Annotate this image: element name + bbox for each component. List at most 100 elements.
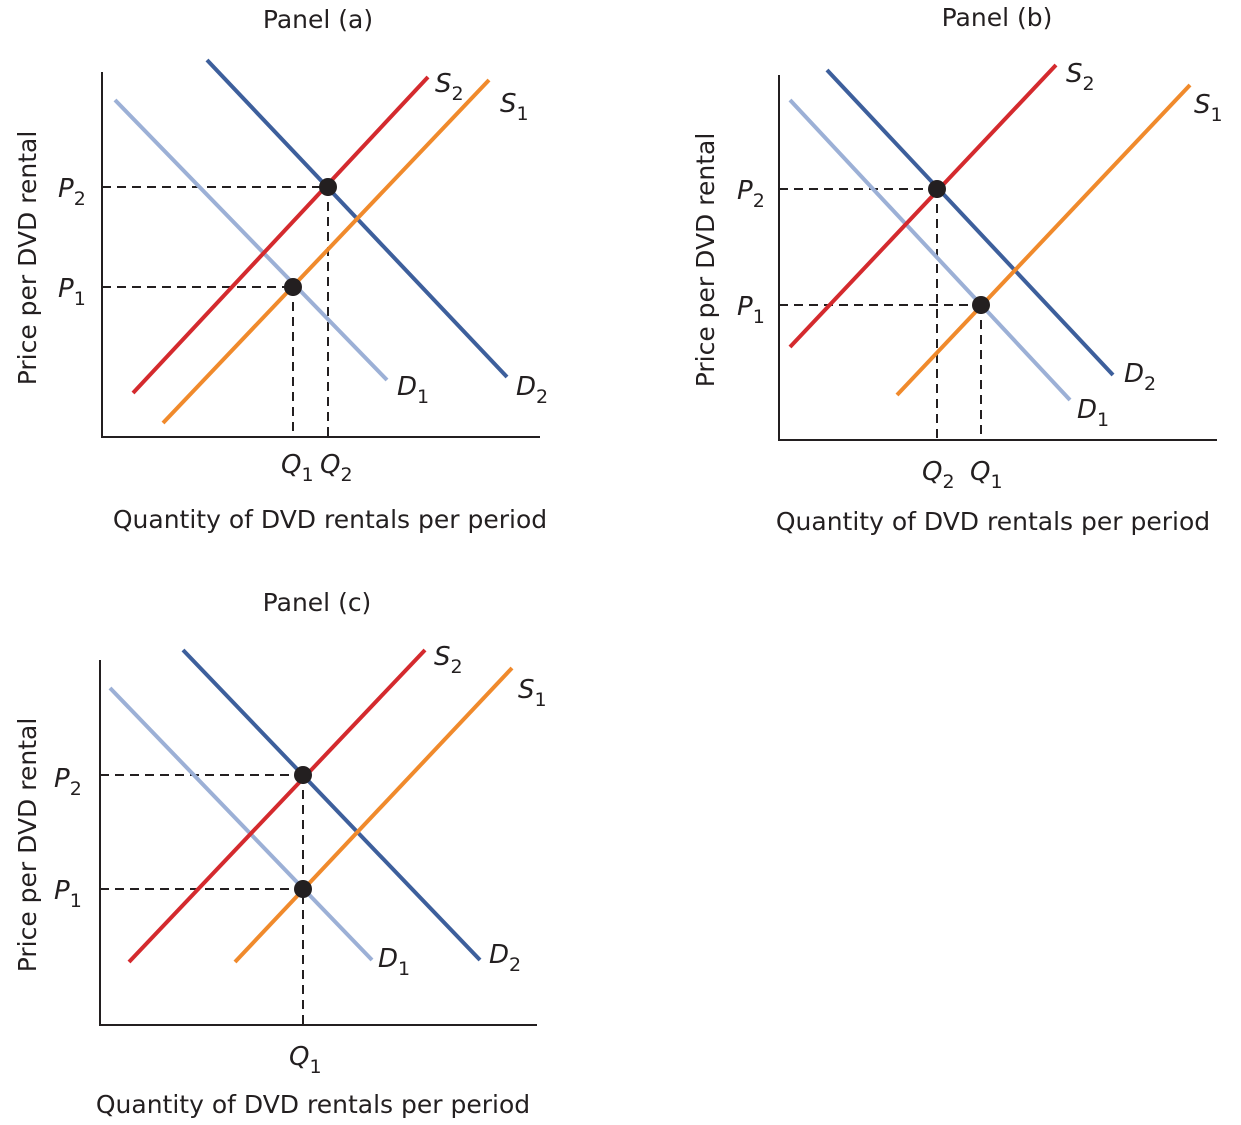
price-label-p1-letter: P [58,274,74,304]
y-axis-label: Price per DVD rental [13,718,42,973]
quantity-label-q2-subscript: 2 [340,464,352,486]
panel-title: Panel (c) [263,588,372,617]
curve-label-s2-letter: S [434,642,451,672]
panel-title: Panel (a) [263,5,373,34]
curve-label-d1: D1 [378,944,410,980]
curve-label-s2: S2 [1066,59,1095,95]
price-label-p1-letter: P [54,876,70,906]
y-axis-label: Price per DVD rental [691,133,720,388]
curve-label-d1-letter: D [378,944,398,974]
curve-d1 [113,98,389,382]
price-label-p1-subscript: 1 [753,306,765,328]
price-label-p2: P2 [737,176,765,212]
quantity-label-q1-letter: Q [970,457,990,487]
equilibrium-point [294,766,312,784]
quantity-label-q1-subscript: 1 [309,1056,321,1078]
curve-d1 [788,98,1072,402]
curve-d2 [825,68,1115,377]
curve-label-d1-subscript: 1 [1097,409,1109,431]
curve-label-s1-letter: S [518,675,535,705]
equilibrium-point [284,278,302,296]
curve-label-s2-letter: S [435,69,452,99]
quantity-label-q1: Q1 [289,1042,322,1078]
curve-label-s2: S2 [435,69,464,105]
y-axis-label: Price per DVD rental [13,131,42,386]
price-label-p1-subscript: 1 [70,890,82,912]
quantity-label-q2-letter: Q [922,457,942,487]
equilibrium-point [928,180,946,198]
curve-label-s2-letter: S [1066,59,1083,89]
curve-label-d1: D1 [1077,395,1109,431]
price-label-p2: P2 [54,764,82,800]
curve-label-d1-letter: D [1077,395,1097,425]
panel-b: Panel (b) Price per DVD rental Quantity of… [691,3,1223,536]
quantity-label-q1-letter: Q [289,1042,309,1072]
quantity-label-q1-letter: Q [281,450,301,480]
curve-label-s1-letter: S [500,89,517,119]
curve-label-d2-letter: D [516,372,536,402]
price-label-p1: P1 [54,876,82,912]
equilibrium-point [294,880,312,898]
quantity-label-q2: Q2 [922,457,955,493]
curve-label-d2-subscript: 2 [1144,373,1156,395]
curve-label-s2: S2 [434,642,463,678]
curve-label-s1: S1 [518,675,547,711]
price-label-p2: P2 [58,174,86,210]
curve-label-s1-subscript: 1 [517,103,529,125]
curve-label-d2-letter: D [1124,359,1144,389]
curve-label-d2-subscript: 2 [509,954,521,976]
equilibrium-point [319,178,337,196]
x-axis-label: Quantity of DVD rentals per period [113,505,547,534]
curve-label-s1: S1 [500,89,529,125]
curve-label-d2: D2 [516,372,548,408]
curve-label-s1-subscript: 1 [535,689,547,711]
curve-s1 [161,78,491,425]
curve-s1 [895,83,1192,397]
price-label-p2-letter: P [54,764,70,794]
curve-label-d2-letter: D [489,940,509,970]
price-label-p2-subscript: 2 [70,778,82,800]
curve-s2 [131,75,430,395]
quantity-label-q2-subscript: 2 [942,471,954,493]
equilibrium-point [972,296,990,314]
curve-label-s1-letter: S [1194,90,1211,120]
curve-label-s2-subscript: 2 [1083,73,1095,95]
curve-s2 [788,63,1058,349]
panel-a: Panel (a) Price per DVD rental Quantity of… [13,5,548,534]
quantity-label-q1-subscript: 1 [301,464,313,486]
price-label-p2-subscript: 2 [74,188,86,210]
quantity-label-q2-letter: Q [320,450,340,480]
curve-label-d1: D1 [397,372,429,408]
curve-d2 [181,648,482,962]
axes [99,660,537,1026]
quantity-label-q1: Q1 [970,457,1003,493]
curve-label-d2: D2 [1124,359,1156,395]
curve-label-d1-subscript: 1 [398,958,410,980]
curve-label-d2: D2 [489,940,521,976]
curve-label-d1-letter: D [397,372,417,402]
price-label-p2-letter: P [737,176,753,206]
x-axis-label: Quantity of DVD rentals per period [96,1090,530,1119]
price-label-p1-letter: P [737,292,753,322]
price-label-p1: P1 [58,274,86,310]
quantity-label-q2: Q2 [320,450,353,486]
curve-label-s2-subscript: 2 [451,656,463,678]
panel-title: Panel (b) [942,3,1053,32]
price-label-p1: P1 [737,292,765,328]
curve-s1 [233,666,514,964]
curve-d1 [108,686,374,962]
x-axis-label: Quantity of DVD rentals per period [776,507,1210,536]
axes [778,75,1217,441]
price-label-p2-letter: P [58,174,74,204]
axes [101,72,540,438]
price-label-p1-subscript: 1 [74,288,86,310]
curve-label-s1-subscript: 1 [1211,104,1223,126]
curve-s2 [127,648,427,964]
curve-label-d2-subscript: 2 [536,386,548,408]
curve-label-d1-subscript: 1 [417,386,429,408]
price-label-p2-subscript: 2 [753,190,765,212]
quantity-label-q1: Q1 [281,450,314,486]
curve-label-s1: S1 [1194,90,1223,126]
curve-label-s2-subscript: 2 [452,83,464,105]
